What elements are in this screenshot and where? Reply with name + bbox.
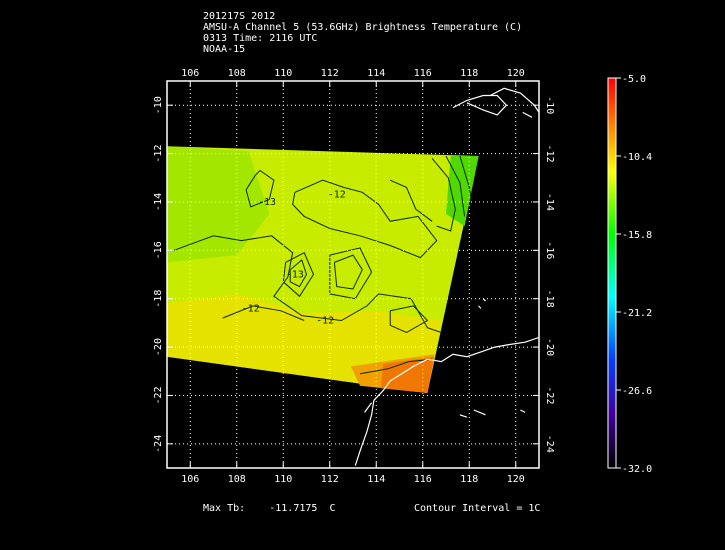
contour-line (173, 235, 442, 333)
y-tick-label-left: -12 (153, 145, 164, 163)
y-tick-label-right: -22 (544, 386, 555, 404)
coastline-segment (473, 409, 486, 416)
contour-line (431, 158, 456, 232)
colorbar-ticks: -5.0 -10.4 -15.8 -21.2 -26.6 -32.0 (616, 74, 652, 475)
max-tb-label: Max Tb: (203, 503, 246, 514)
x-tick-label-bottom: 120 (507, 474, 525, 485)
contour-labels: -13 -12 -12 -13 -12 (242, 190, 346, 327)
contour-line (389, 305, 429, 334)
y-tick-label-left: -20 (153, 338, 164, 356)
y-tick-label-left: -24 (153, 435, 164, 453)
x-tick-label-top: 120 (507, 68, 525, 79)
y-tick-label-right: -16 (544, 241, 555, 259)
y-tick-label-left: -18 (153, 290, 164, 308)
contour-line (245, 170, 275, 208)
chart-title: 201217S 2012 AMSU-A Channel 5 (53.6GHz) … (203, 11, 522, 55)
contour-line (389, 179, 433, 222)
x-tick-label-bottom: 118 (460, 474, 478, 485)
coastline (354, 87, 539, 466)
y-tick-label-left: -16 (153, 241, 164, 259)
contour-label: -13 (286, 270, 304, 281)
max-tb-readout: Max Tb: -11.7175 C (203, 503, 336, 514)
plot-frame (166, 80, 540, 469)
y-tick-label-right: -12 (544, 145, 555, 163)
contour-line (292, 179, 438, 259)
coastline-segment (354, 336, 539, 466)
colorbar-tick-label: -10.4 (622, 152, 652, 163)
contour-line (445, 155, 466, 217)
title-line-4: NOAA-15 (203, 44, 246, 55)
axis-ticks: 106 106 108 108 110 110 112 112 114 114 116 116 118 1… (153, 68, 555, 485)
x-tick-label-bottom: 110 (274, 474, 292, 485)
swath-data-layer (167, 87, 539, 466)
y-tick-label-right: -20 (544, 338, 555, 356)
coastline-segment (364, 402, 373, 413)
coastline-segment (459, 414, 468, 418)
x-tick-label-top: 116 (414, 68, 432, 79)
y-tick-label-right: -10 (544, 96, 555, 114)
x-tick-label-bottom: 112 (321, 474, 339, 485)
colorbar-tick-label: -21.2 (622, 308, 652, 319)
contour-interval: Contour Interval = 1C (414, 503, 541, 514)
colorbar-tick-label: -5.0 (622, 74, 646, 85)
y-tick-label-right: -24 (544, 435, 555, 453)
x-tick-label-top: 108 (228, 68, 246, 79)
x-tick-label-bottom: 114 (367, 474, 385, 485)
contour-line (289, 259, 308, 288)
colorbar-tick-label: -32.0 (622, 464, 652, 475)
colorbar-tick-label: -15.8 (622, 230, 652, 241)
y-tick-label-left: -14 (153, 193, 164, 211)
contour-label: -12 (328, 190, 346, 201)
contour-line (459, 155, 473, 202)
swath-cold-northeast (446, 156, 479, 227)
lat-lon-grid (167, 81, 539, 468)
x-tick-label-top: 110 (274, 68, 292, 79)
coastline-segment (489, 87, 539, 113)
contour-lines (173, 155, 473, 375)
x-tick-label-top: 106 (181, 68, 199, 79)
contour-line (359, 358, 433, 375)
colorbar (607, 77, 617, 469)
title-line-3: 0313 Time: 2116 UTC (203, 33, 318, 44)
x-tick-label-top: 118 (460, 68, 478, 79)
x-tick-label-top: 114 (367, 68, 385, 79)
y-tick-label-right: -14 (544, 193, 555, 211)
y-tick-label-left: -22 (153, 386, 164, 404)
contour-label: -12 (316, 315, 334, 326)
contour-line (222, 305, 305, 321)
coastline-segment (522, 111, 533, 118)
swath-cool-west (167, 146, 270, 263)
contour-label: -12 (242, 303, 260, 314)
coastline-segment (478, 305, 482, 309)
contour-line (329, 247, 373, 300)
contour-line (282, 252, 315, 298)
max-tb-value: -11.7175 (269, 503, 318, 514)
x-tick-label-bottom: 116 (414, 474, 432, 485)
coastline-segment (520, 409, 526, 413)
coastline-segment (452, 94, 508, 116)
y-tick-label-left: -10 (153, 96, 164, 114)
swath-warm-southeast-orange (380, 356, 435, 393)
y-tick-label-right: -18 (544, 290, 555, 308)
x-tick-label-bottom: 106 (181, 474, 199, 485)
contour-line (333, 254, 363, 290)
colorbar-tick-label: -26.6 (622, 386, 652, 397)
title-line-2: AMSU-A Channel 5 (53.6GHz) Brightness Te… (203, 22, 523, 33)
contour-label: -13 (258, 197, 276, 208)
max-tb-unit: C (329, 503, 336, 514)
x-tick-label-top: 112 (321, 68, 339, 79)
title-line-1: 201217S 2012 (203, 11, 276, 22)
x-tick-label-bottom: 108 (228, 474, 246, 485)
